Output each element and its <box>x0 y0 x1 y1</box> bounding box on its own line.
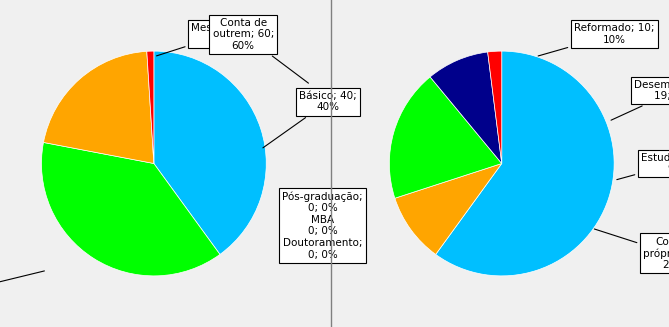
Wedge shape <box>389 77 502 198</box>
Wedge shape <box>430 52 502 164</box>
Wedge shape <box>488 51 502 164</box>
Wedge shape <box>43 51 154 164</box>
Text: Conta
própria; 2;
2%: Conta própria; 2; 2% <box>594 229 669 270</box>
Wedge shape <box>395 164 502 254</box>
Wedge shape <box>41 143 220 276</box>
Text: Reformado; 10;
10%: Reformado; 10; 10% <box>538 24 654 56</box>
Text: Pós-graduação;
0; 0%
MBA
0; 0%
Doutoramento;
0; 0%: Pós-graduação; 0; 0% MBA 0; 0% Doutorame… <box>282 191 363 260</box>
Text: Básico; 40;
40%: Básico; 40; 40% <box>263 91 357 148</box>
Text: Conta de
outrem; 60;
60%: Conta de outrem; 60; 60% <box>213 18 308 83</box>
Text: Estudante; 9;
9%: Estudante; 9; 9% <box>617 153 669 180</box>
Wedge shape <box>154 51 266 254</box>
Text: Desempregado;
19; 19%: Desempregado; 19; 19% <box>611 80 669 120</box>
Text: Mestrado; 1;
1%: Mestrado; 1; 1% <box>157 24 257 56</box>
Wedge shape <box>147 51 154 164</box>
Wedge shape <box>436 51 614 276</box>
Text: Secundário;
38; 38%: Secundário; 38; 38% <box>0 271 44 306</box>
